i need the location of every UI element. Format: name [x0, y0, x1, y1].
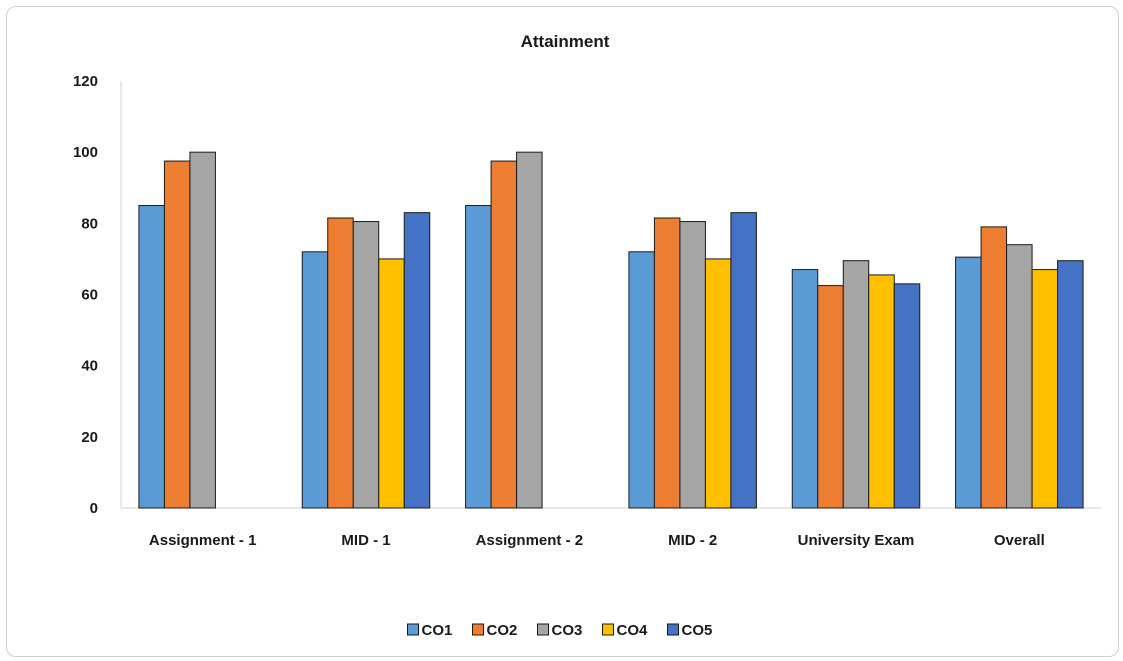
x-tick-label: MID - 2: [668, 532, 717, 549]
bar-co5: [730, 212, 757, 509]
legend-swatch: [602, 623, 614, 636]
bar-co2: [817, 285, 844, 509]
bar-co5: [1057, 260, 1084, 509]
bar-co1: [301, 251, 329, 509]
x-tick-label: University Exam: [798, 532, 915, 549]
y-tick-label: 40: [81, 358, 98, 375]
y-tick-label: 60: [81, 287, 98, 304]
bar-co4: [1031, 269, 1059, 509]
legend-label: CO3: [552, 622, 583, 639]
bar-co3: [842, 260, 870, 509]
y-tick-label: 80: [81, 215, 98, 232]
bar-co3: [516, 151, 543, 509]
bar-co4: [704, 258, 732, 509]
legend-item-co1: CO1: [407, 622, 453, 639]
legend-item-co3: CO3: [537, 622, 583, 639]
legend-swatch: [537, 623, 549, 636]
x-tick-label: Assignment - 2: [476, 532, 584, 549]
legend-item-co5: CO5: [667, 622, 713, 639]
bar-co4: [868, 274, 895, 509]
y-tick-label: 0: [90, 500, 98, 517]
legend-swatch: [407, 623, 419, 636]
axes: [120, 81, 1101, 509]
legend-swatch: [472, 623, 484, 636]
legend-swatch: [667, 623, 679, 636]
y-tick-label: 20: [81, 429, 98, 446]
bar-co2: [327, 217, 354, 509]
legend: CO1 CO2 CO3 CO4 CO5: [407, 622, 713, 639]
bar-co1: [465, 205, 492, 509]
bar-co1: [791, 269, 819, 509]
x-tick-label: MID - 1: [341, 532, 390, 549]
chart-title: Attainment: [521, 32, 610, 51]
x-tick-label: Assignment - 1: [149, 532, 257, 549]
legend-label: CO1: [422, 622, 453, 639]
y-tick-label: 120: [73, 73, 98, 90]
bar-co5: [893, 283, 921, 509]
y-tick-label: 100: [73, 144, 98, 161]
bar-co3: [352, 221, 380, 509]
bar-co1: [138, 205, 165, 509]
bar-co3: [189, 151, 216, 509]
bar-co2: [653, 217, 681, 509]
bar-co1: [955, 256, 982, 509]
bar-co2: [163, 160, 191, 509]
bar-co1: [628, 251, 655, 509]
legend-item-co4: CO4: [602, 622, 649, 639]
bar-co2: [490, 160, 518, 509]
bar-co5: [403, 212, 431, 509]
bar-co3: [679, 221, 706, 509]
y-tick-labels: 0 20 40 60 80 100 120: [73, 73, 98, 517]
bar-co2: [980, 226, 1008, 509]
legend-label: CO2: [487, 622, 518, 639]
legend-label: CO4: [617, 622, 649, 639]
legend-item-co2: CO2: [472, 622, 518, 639]
x-tick-label: Overall: [994, 532, 1045, 549]
x-tick-labels: Assignment - 1 MID - 1 Assignment - 2 MID -…: [149, 532, 1045, 549]
bar-co3: [1006, 244, 1033, 509]
legend-label: CO5: [682, 622, 713, 639]
bar-co4: [378, 258, 405, 509]
bars: [138, 151, 1084, 509]
